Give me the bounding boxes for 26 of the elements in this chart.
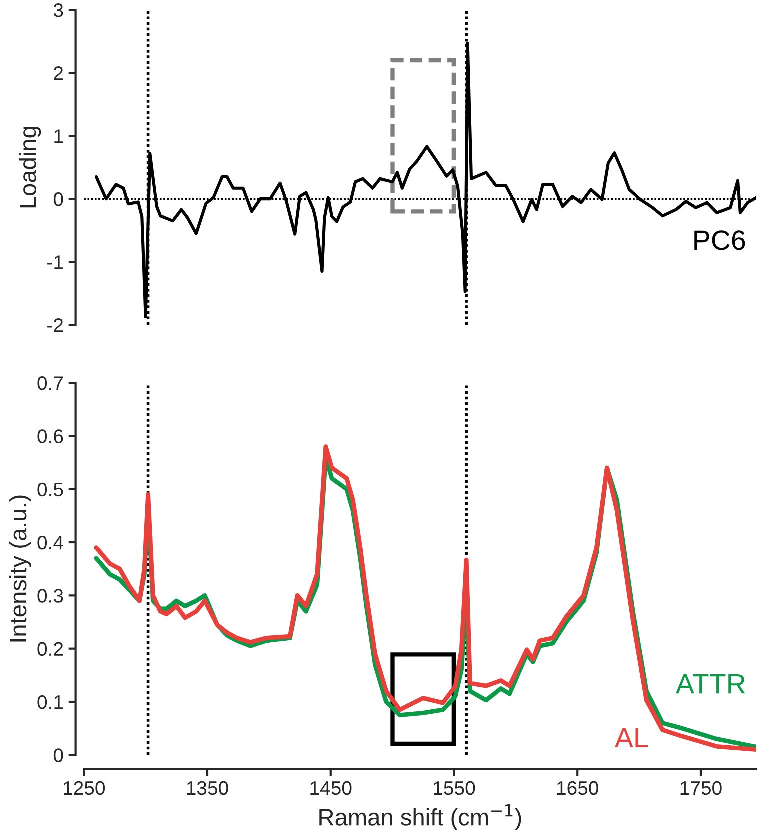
y-tick-label: 0: [54, 192, 64, 206]
series-label: AL: [614, 728, 648, 748]
x-tick-label: 1550: [434, 781, 476, 796]
y-tick-label: 0.3: [38, 589, 64, 603]
y-tick-label: 0.4: [38, 536, 64, 550]
series-label: ATTR: [676, 674, 746, 694]
x-tick-label: 1750: [680, 781, 722, 796]
y-tick-label: 1: [54, 130, 64, 144]
y-tick-label: 3: [54, 4, 64, 18]
y-axis-title: Intensity (a.u.): [9, 496, 32, 642]
y-tick-label: 0.7: [38, 376, 64, 390]
x-tick-label: 1650: [557, 781, 598, 796]
y-tick-label: -1: [48, 256, 64, 270]
y-tick-label: 0.5: [38, 482, 64, 497]
x-tick-label: 1350: [187, 781, 228, 796]
y-axis-title: Loading: [19, 127, 42, 208]
x-tick-label: 1250: [64, 781, 106, 796]
y-tick-label: 0.2: [38, 642, 64, 656]
y-tick-label: 0: [54, 748, 64, 762]
y-tick-label: 2: [54, 66, 64, 80]
x-axis-title: Raman shift (cm$^{−1}$): [320, 804, 522, 831]
series-label: PC6: [694, 230, 746, 250]
x-tick-label: 1450: [310, 781, 352, 796]
y-tick-label: 0.6: [38, 430, 64, 444]
y-tick-label: -2: [48, 318, 64, 332]
y-tick-label: 0.1: [38, 695, 64, 710]
